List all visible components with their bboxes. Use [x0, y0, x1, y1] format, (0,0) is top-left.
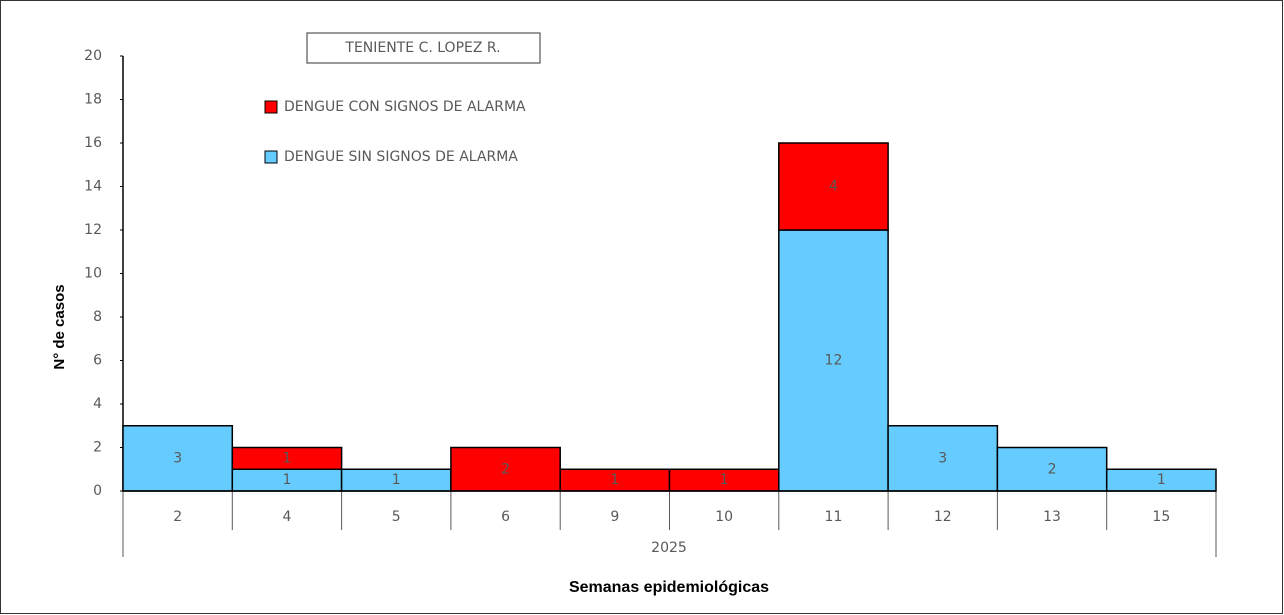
legend-swatch	[264, 150, 278, 164]
x-tick-label: 9	[610, 509, 619, 525]
x-tick-label: 4	[282, 509, 291, 525]
data-label: 1	[282, 450, 291, 466]
bar-segment	[778, 229, 889, 492]
chart-title: TENIENTE C. LOPEZ R.	[344, 40, 500, 56]
legend-swatch	[264, 100, 278, 114]
bar-segment	[887, 425, 999, 492]
data-label: 12	[825, 353, 843, 369]
y-axis-title: N° de casos	[51, 284, 68, 369]
y-tick-label: 12	[84, 222, 102, 238]
x-tick-label: 2	[173, 509, 182, 525]
y-tick-label: 18	[84, 92, 102, 108]
x-tick-label: 13	[1043, 509, 1061, 525]
x-axis-title: Semanas epidemiológicas	[569, 579, 769, 596]
y-tick-label: 8	[93, 309, 102, 325]
data-label: 3	[173, 450, 182, 466]
data-label: 1	[392, 472, 401, 488]
x-tick-label: 10	[715, 509, 733, 525]
y-tick-label: 10	[84, 266, 102, 282]
data-label: 3	[938, 450, 947, 466]
x-tick-label: 12	[934, 509, 952, 525]
data-label: 1	[282, 472, 291, 488]
x-tick-label: 6	[501, 509, 510, 525]
data-label: 4	[829, 179, 838, 195]
data-label: 2	[501, 461, 510, 477]
x-tick-label: 11	[825, 509, 843, 525]
y-tick-label: 2	[93, 440, 102, 456]
data-label: 1	[610, 472, 619, 488]
title-box	[306, 32, 541, 64]
data-label: 1	[1157, 472, 1166, 488]
x-tick-label: 15	[1152, 509, 1170, 525]
y-tick-label: 16	[84, 135, 102, 151]
bar-segment	[778, 142, 889, 231]
data-label: 1	[720, 472, 729, 488]
y-tick-label: 14	[84, 179, 102, 195]
bar-segment	[231, 446, 343, 470]
group-label: 2025	[651, 540, 687, 556]
y-tick-label: 0	[93, 483, 102, 499]
y-tick-label: 4	[93, 396, 102, 412]
x-tick-label: 5	[392, 509, 401, 525]
y-tick-label: 20	[84, 48, 102, 64]
legend-label: DENGUE SIN SIGNOS DE ALARMA	[284, 149, 518, 165]
bar-segment	[122, 425, 234, 492]
data-label: 2	[1048, 461, 1057, 477]
legend-label: DENGUE CON SIGNOS DE ALARMA	[284, 99, 526, 115]
y-tick-label: 6	[93, 353, 102, 369]
